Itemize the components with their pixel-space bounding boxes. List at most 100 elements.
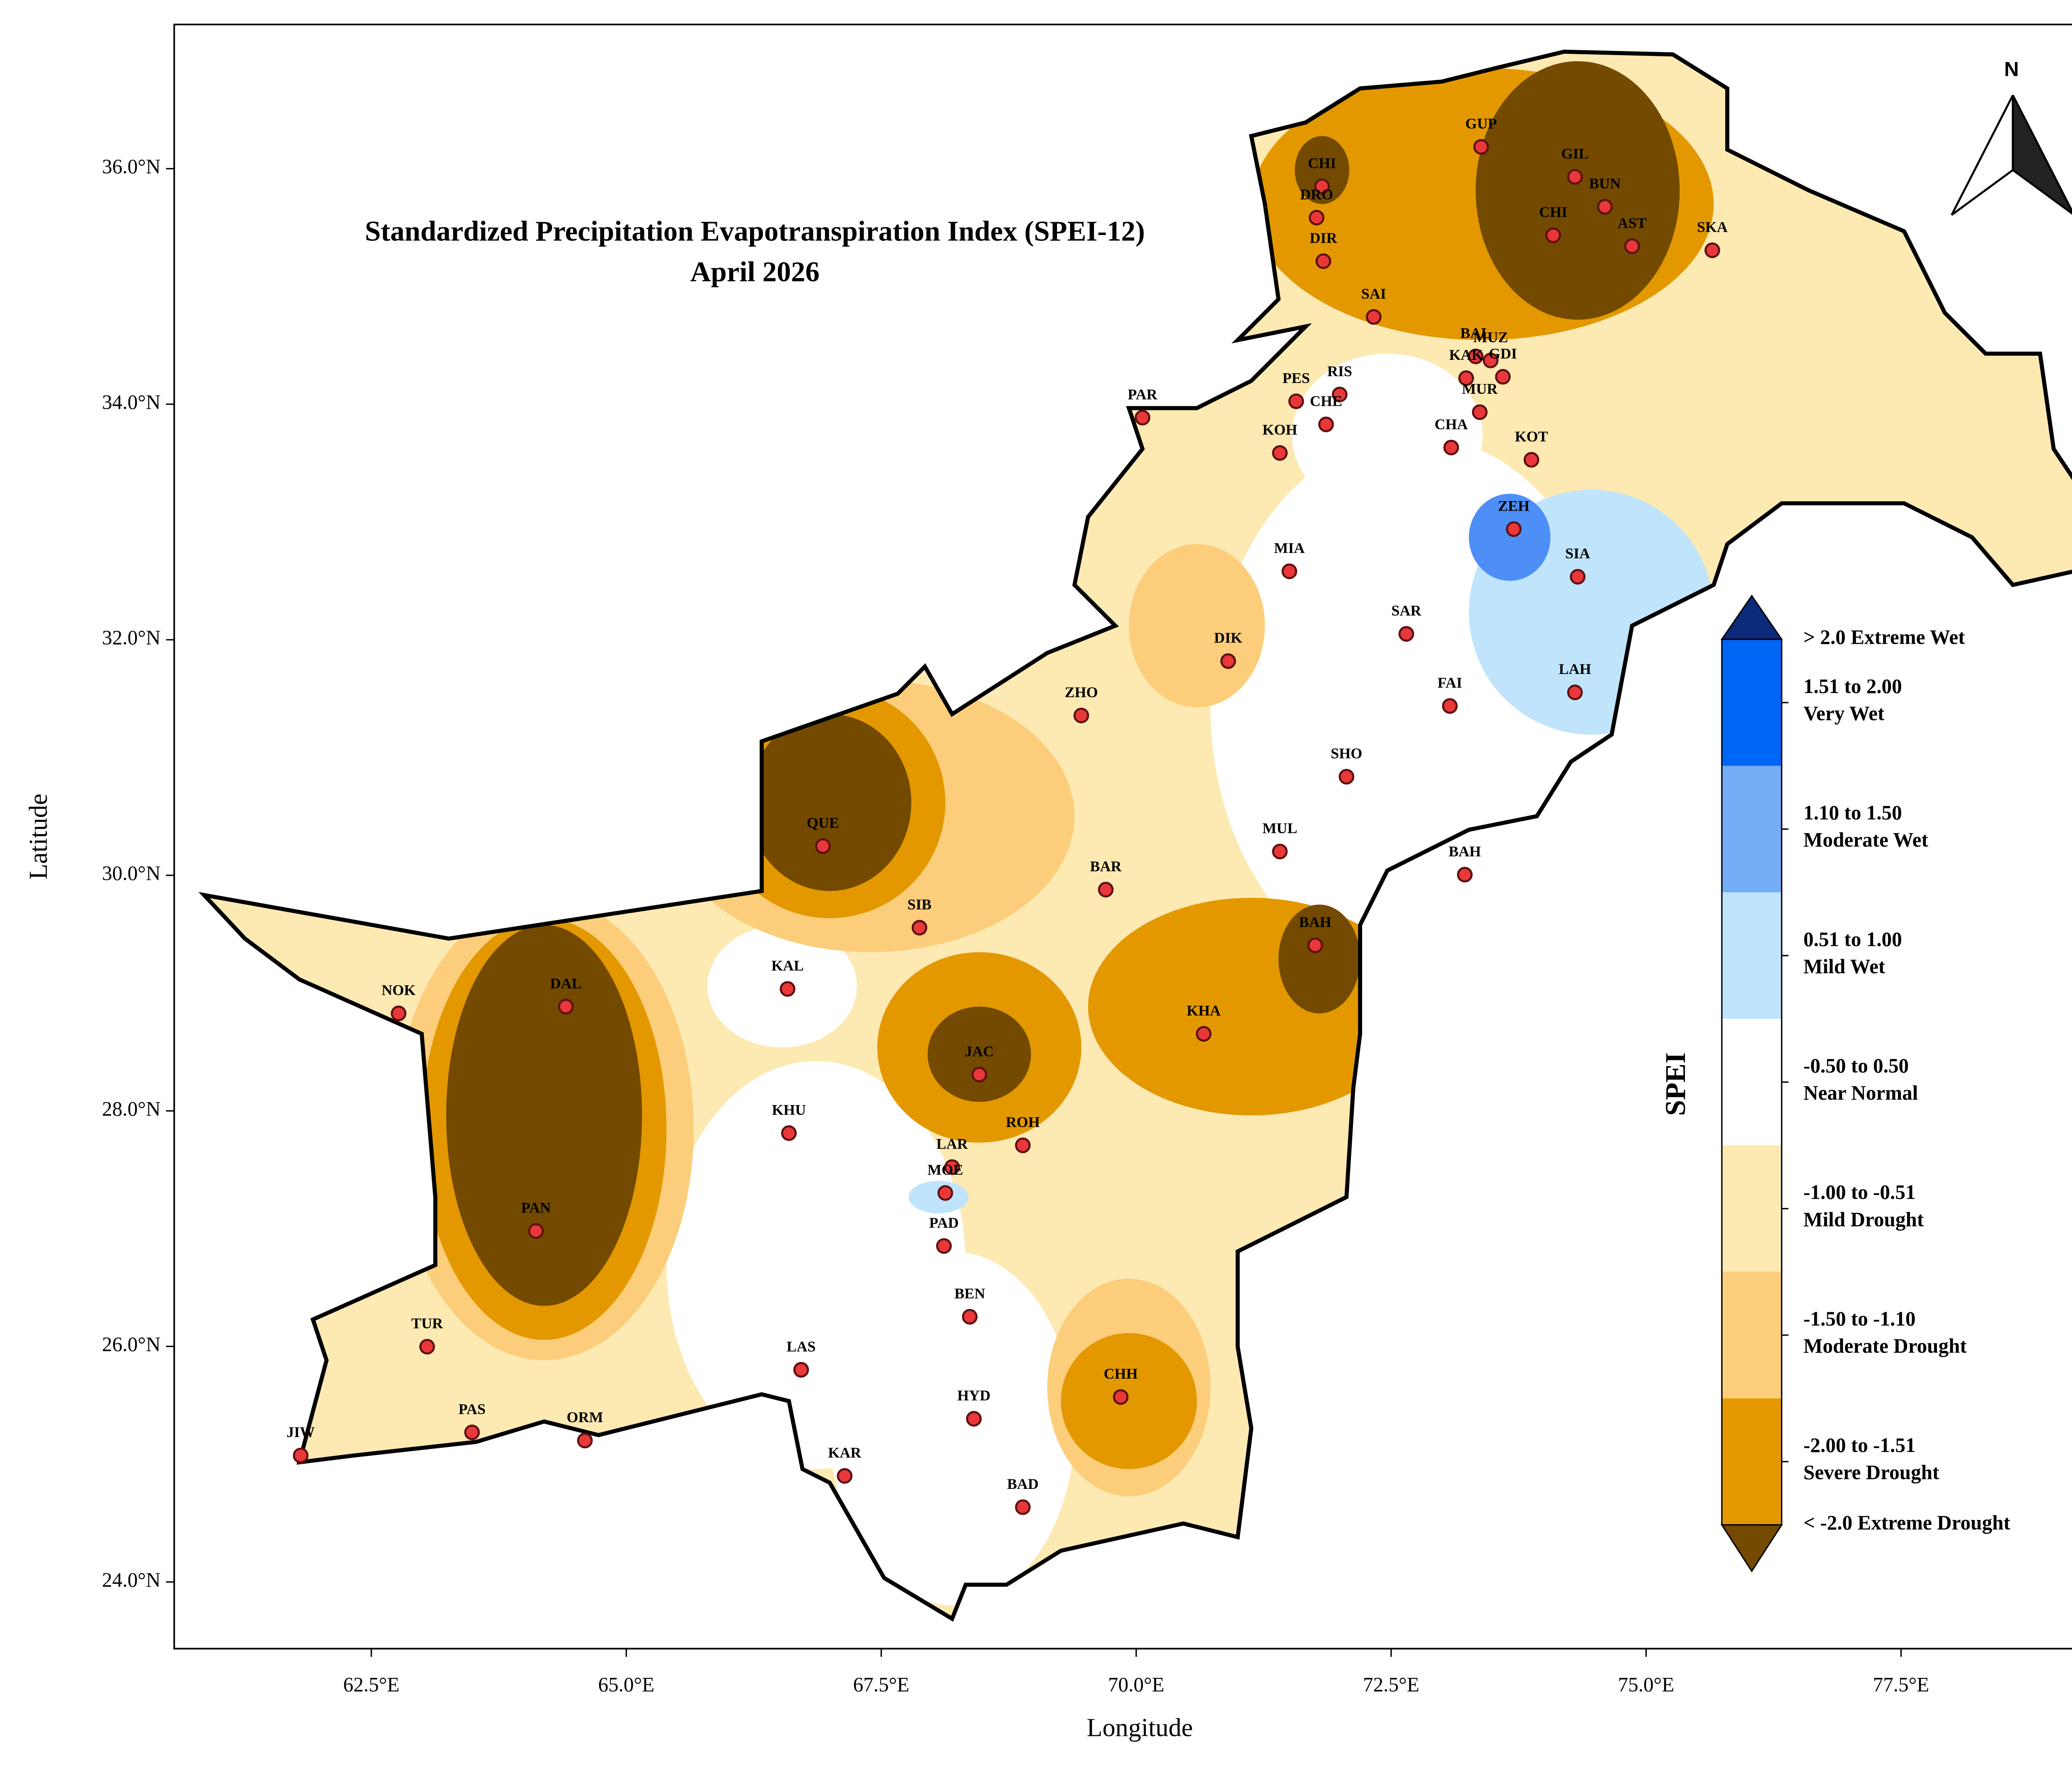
station-label: GDI — [1489, 345, 1517, 362]
legend: > 2.0 Extreme Wet 1.51 to 2.00 Very Wet 1.1… — [1720, 594, 2011, 1573]
station-label: AST — [1617, 215, 1646, 231]
legend-swatch — [1722, 1398, 1782, 1525]
station-marker — [937, 1185, 953, 1201]
station-label: PES — [1283, 370, 1310, 386]
y-tick-label: 28.0°N — [102, 1097, 160, 1120]
x-tick-label: 75.0°E — [1618, 1673, 1674, 1696]
station-marker — [1315, 253, 1331, 269]
station-marker — [1442, 698, 1458, 714]
station-label: SKA — [1697, 219, 1728, 235]
station-label: DIR — [1310, 230, 1337, 246]
station-marker — [577, 1433, 593, 1449]
station-label: CHI — [1308, 155, 1336, 171]
legend-name: Mild Wet — [1803, 955, 1886, 978]
legend-swatch — [1722, 639, 1782, 766]
station-label: ROH — [1006, 1114, 1040, 1130]
station-label: BUN — [1589, 175, 1621, 192]
legend-swatch — [1722, 766, 1782, 892]
y-tick-label: 36.0°N — [102, 155, 160, 178]
station-label: ORM — [566, 1409, 603, 1425]
station-marker — [1331, 386, 1348, 402]
station-marker — [1135, 410, 1150, 426]
station-label: KAR — [828, 1444, 862, 1461]
legend-swatch — [1722, 1272, 1782, 1399]
legend-label: > 2.0 Extreme Wet — [1803, 626, 1965, 649]
station-marker — [1220, 653, 1236, 669]
legend-title: SPEI — [1660, 1052, 1691, 1116]
station-label: MOE — [927, 1161, 963, 1178]
station-label: GUP — [1465, 115, 1497, 132]
station-label: LAH — [1559, 661, 1591, 677]
legend-name: Mild Drought — [1803, 1208, 1924, 1231]
station-label: SAR — [1392, 602, 1422, 619]
legend-swatch — [1722, 1145, 1782, 1272]
station-marker — [1704, 242, 1720, 258]
station-marker — [293, 1447, 309, 1464]
legend-swatch — [1722, 1019, 1782, 1146]
station-marker — [1458, 370, 1474, 386]
x-tick-label: 62.5°E — [343, 1673, 399, 1696]
legend-range: -2.00 to -1.51 — [1803, 1434, 1916, 1457]
station-label: LAR — [936, 1136, 968, 1152]
station-marker — [1468, 348, 1484, 364]
station-marker — [1570, 569, 1586, 585]
station-marker — [1309, 210, 1324, 225]
station-label: PAR — [1128, 386, 1157, 402]
station-marker — [779, 981, 796, 997]
station-marker — [1624, 238, 1640, 254]
station-label: TUR — [411, 1315, 443, 1332]
legend-range: -1.00 to -0.51 — [1803, 1181, 1916, 1204]
station-label: PAD — [929, 1214, 959, 1231]
x-tick-label: 67.5°E — [853, 1673, 910, 1696]
station-marker — [1457, 867, 1473, 883]
station-label: FAI — [1438, 674, 1462, 691]
station-label: BAH — [1449, 843, 1481, 860]
station-marker — [419, 1339, 435, 1355]
legend-range: -0.50 to 0.50 — [1803, 1054, 1909, 1077]
y-tick-label: 30.0°N — [102, 862, 160, 885]
station-marker — [1015, 1499, 1031, 1515]
legend-range: 1.51 to 2.00 — [1803, 675, 1902, 698]
station-marker — [1314, 178, 1330, 194]
north-arrow: N — [1951, 58, 2072, 216]
station-marker — [1073, 708, 1089, 724]
station-label: KOH — [1262, 422, 1297, 438]
station-marker — [1567, 169, 1583, 185]
station-marker — [1506, 521, 1522, 537]
station-label: NOK — [382, 982, 416, 999]
legend-name: Moderate Wet — [1803, 829, 1929, 851]
north-label: N — [2004, 58, 2019, 81]
map-title: Standardized Precipitation Evapotranspir… — [365, 215, 1145, 247]
station-marker — [1597, 199, 1613, 215]
station-marker — [1113, 1389, 1129, 1405]
station-label: JIW — [286, 1424, 315, 1440]
station-marker — [1015, 1137, 1031, 1154]
station-marker — [971, 1067, 988, 1083]
station-label: DIK — [1214, 630, 1242, 646]
station-label: SAI — [1361, 285, 1386, 302]
station-marker — [911, 920, 927, 936]
legend-range: -1.50 to -1.10 — [1803, 1307, 1916, 1330]
station-marker — [936, 1238, 952, 1254]
station-label: QUE — [807, 814, 839, 831]
station-marker — [815, 838, 831, 854]
legend-label: < -2.0 Extreme Drought — [1803, 1511, 2011, 1534]
station-label: KAK — [1449, 347, 1483, 363]
station-label: BAL — [1460, 325, 1491, 342]
station-label: PAN — [521, 1200, 551, 1216]
x-tick-label: 70.0°E — [1108, 1673, 1164, 1696]
legend-frame — [1721, 638, 1783, 1526]
y-tick-label: 34.0°N — [102, 390, 160, 413]
station-marker — [390, 1006, 407, 1021]
station-label: MUZ — [1473, 329, 1508, 345]
station-marker — [944, 1159, 960, 1175]
station-label: DAL — [550, 975, 581, 991]
station-label: MUL — [1262, 820, 1297, 836]
legend-name: Near Normal — [1803, 1081, 1918, 1104]
station-label: CHA — [1435, 416, 1468, 432]
station-marker — [837, 1468, 853, 1484]
station-label: GIL — [1561, 145, 1588, 162]
